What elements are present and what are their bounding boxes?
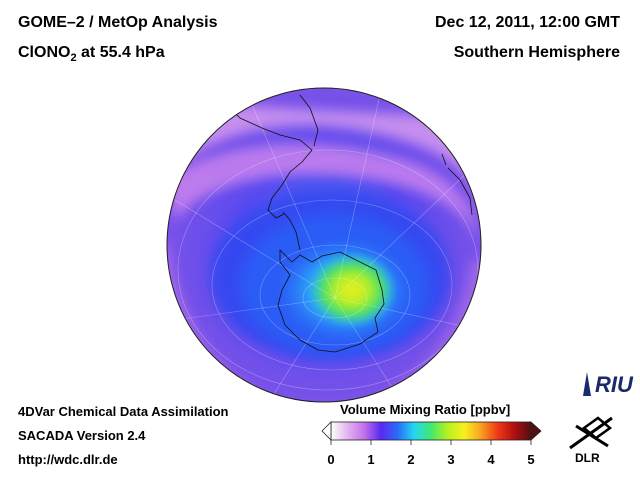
species-level: at 55.4 hPa: [76, 44, 165, 61]
map-region: Southern Hemisphere: [453, 44, 620, 61]
globe-outline: [166, 87, 482, 403]
colorbar-tick-label: 4: [487, 452, 495, 467]
footer-version: SACADA Version 2.4: [18, 428, 146, 443]
colorbar-tick-label: 5: [527, 452, 535, 467]
colorbar-high-arrow: [530, 421, 542, 441]
dlr-logo-icon: [569, 416, 613, 450]
dlr-logo-text: DLR: [575, 451, 600, 465]
riu-logo: RIU: [580, 372, 633, 398]
species-subscript: 2: [70, 52, 77, 65]
colorbar-tick-label: 0: [327, 452, 335, 467]
map-title-product: GOME–2 / MetOp Analysis: [18, 14, 218, 31]
riu-logo-mark: [583, 372, 591, 396]
colorbar-tick-label: 1: [367, 452, 375, 467]
graticule: [174, 94, 481, 401]
colorbar-rect: [330, 421, 532, 441]
colorbar-tick-label: 2: [407, 452, 415, 467]
colorbar-tick-label: 3: [447, 452, 455, 467]
footer-method: 4DVar Chemical Data Assimilation: [18, 404, 229, 419]
globe-field: [167, 88, 481, 402]
coastlines: [221, 94, 473, 353]
map-datetime: Dec 12, 2011, 12:00 GMT: [435, 14, 620, 31]
footer-url: http://wdc.dlr.de: [18, 452, 118, 467]
riu-logo-text: RIU: [595, 372, 633, 397]
map-title-species: ClONO2 at 55.4 hPa: [18, 44, 165, 64]
species-name: ClONO: [18, 44, 71, 61]
colorbar: [321, 421, 542, 445]
colorbar-title: Volume Mixing Ratio [ppbv]: [340, 402, 511, 417]
colorbar-low-arrow: [321, 421, 332, 441]
